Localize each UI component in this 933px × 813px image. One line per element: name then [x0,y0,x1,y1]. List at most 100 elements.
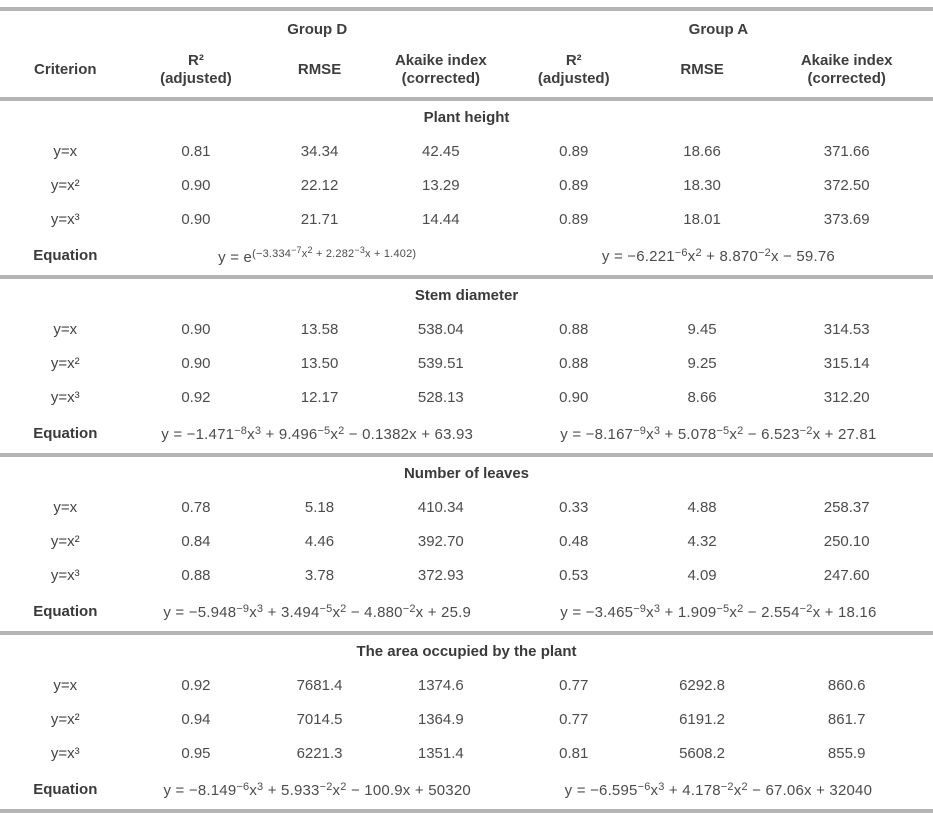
criterion-column-header: Criterion [34,61,97,78]
akaike-sublabel: (corrected) [401,70,480,87]
section-title: Plant height [423,109,510,126]
equation-math: y = e(−3.334−7x2 + 2.282−3x + 1.402) [218,245,417,266]
value-cell-d: 0.78 [181,498,211,516]
value-cell-a: 0.53 [559,566,589,584]
group-d-akaike-header: Akaike index (corrected) [378,43,504,99]
value-cell-a: 0.81 [559,744,589,762]
value-cell-d: 0.90 [181,176,211,194]
value-cell-d: 0.94 [181,710,211,728]
value-cell-a: 8.66 [687,388,717,406]
criterion-cell: y=x² [50,532,80,550]
group-d-rmse-header: RMSE [261,43,378,99]
value-cell-a: 9.25 [687,354,717,372]
regression-criteria-table: Group D Group A Criterion R² (adjusted) … [0,7,933,813]
data-row: y=x 0.78 5.18 410.34 0.33 4.88 258.37 [0,490,933,524]
value-cell-a: 372.50 [823,176,870,194]
value-cell-d: 13.29 [422,176,460,194]
data-row: y=x 0.90 13.58 538.04 0.88 9.45 314.53 [0,312,933,346]
value-cell-d: 14.44 [422,210,460,228]
group-d-r2-header: R² (adjusted) [131,43,262,99]
criterion-cell: y=x [53,320,78,338]
value-cell-d: 410.34 [417,498,464,516]
rmse-label: RMSE [680,61,724,78]
equation-label: Equation [33,603,98,620]
data-row: y=x 0.81 34.34 42.45 0.89 18.66 371.66 [0,134,933,168]
section-title-row: Plant height [0,99,933,134]
value-cell-a: 258.37 [823,498,870,516]
group-a-rmse-header: RMSE [644,43,761,99]
value-cell-d: 392.70 [417,532,464,550]
criterion-cell: y=x [53,142,78,160]
column-header-row: Criterion R² (adjusted) RMSE Akaike inde… [0,43,933,99]
akaike-label: Akaike index [800,52,893,69]
criterion-cell: y=x² [50,176,80,194]
value-cell-a: 247.60 [823,566,870,584]
equation-row: Equation y = e(−3.334−7x2 + 2.282−3x + 1.… [0,236,933,277]
value-cell-a: 4.32 [687,532,717,550]
table-header: Group D Group A Criterion R² (adjusted) … [0,9,933,99]
section-title-row: Number of leaves [0,455,933,490]
value-cell-d: 7014.5 [296,710,343,728]
data-row: y=x³ 0.95 6221.3 1351.4 0.81 5608.2 855.9 [0,736,933,770]
value-cell-d: 13.58 [300,320,339,338]
value-cell-a: 0.77 [559,710,589,728]
equation-math: y = −1.471−8x3 + 9.496−5x2 − 0.1382x + 6… [161,424,474,443]
value-cell-a: 855.9 [827,744,866,762]
value-cell-a: 6191.2 [679,710,725,728]
value-cell-a: 0.89 [559,176,589,194]
criterion-cell: y=x³ [50,388,80,406]
value-cell-d: 34.34 [300,142,339,160]
value-cell-a: 0.89 [559,210,589,228]
data-row: y=x² 0.94 7014.5 1364.9 0.77 6191.2 861.7 [0,702,933,736]
data-row: y=x³ 0.90 21.71 14.44 0.89 18.01 373.69 [0,202,933,236]
criterion-cell: y=x [53,498,78,516]
value-cell-d: 6221.3 [296,744,343,762]
r2-sublabel: (adjusted) [160,70,232,87]
value-cell-a: 860.6 [827,676,866,694]
equation-math: y = −5.948−9x3 + 3.494−5x2 − 4.880−2x + … [163,602,472,621]
value-cell-d: 7681.4 [296,676,343,694]
section-the-area-occupied-by-the-plant: The area occupied by the plant y=x 0.92 768… [0,633,933,811]
group-header-row: Group D Group A [0,9,933,43]
value-cell-d: 372.93 [417,566,464,584]
value-cell-d: 0.92 [181,388,211,406]
value-cell-a: 4.88 [687,498,717,516]
value-cell-a: 371.66 [823,142,870,160]
value-cell-d: 1351.4 [417,744,464,762]
value-cell-a: 0.48 [559,532,589,550]
criterion-cell: y=x² [50,710,80,728]
equation-label: Equation [33,247,98,264]
value-cell-d: 0.90 [181,354,211,372]
criterion-cell: y=x² [50,354,80,372]
data-row: y=x³ 0.88 3.78 372.93 0.53 4.09 247.60 [0,558,933,592]
rmse-label: RMSE [297,61,342,78]
value-cell-d: 5.18 [304,498,335,516]
equation-cell-group-d: y = −1.471−8x3 + 9.496−5x2 − 0.1382x + 6… [131,414,504,455]
equation-label: Equation [33,781,98,798]
value-cell-a: 250.10 [823,532,870,550]
equation-cell-group-d: y = −8.149−6x3 + 5.933−2x2 − 100.9x + 50… [131,770,504,811]
value-cell-d: 0.90 [181,320,211,338]
section-stem-diameter: Stem diameter y=x 0.90 13.58 538.04 0.88 9.45 3… [0,277,933,455]
section-title: Stem diameter [414,287,519,304]
value-cell-d: 539.51 [417,354,464,372]
value-cell-d: 0.90 [181,210,211,228]
criterion-cell: y=x [53,676,78,694]
value-cell-a: 18.30 [683,176,721,194]
section-title: The area occupied by the plant [356,643,577,660]
value-cell-a: 0.90 [559,388,589,406]
value-cell-d: 21.71 [300,210,339,228]
equation-math: y = −8.167−9x3 + 5.078−5x2 − 6.523−2x + … [560,424,877,443]
section-title-row: Stem diameter [0,277,933,312]
equation-cell-group-a: y = −8.167−9x3 + 5.078−5x2 − 6.523−2x + … [504,414,933,455]
value-cell-a: 861.7 [827,710,866,728]
data-row: y=x³ 0.92 12.17 528.13 0.90 8.66 312.20 [0,380,933,414]
equation-math: y = −3.465−9x3 + 1.909−5x2 − 2.554−2x + … [560,602,877,621]
equation-math: y = −6.595−6x3 + 4.178−2x2 − 67.06x + 32… [564,780,873,799]
value-cell-d: 42.45 [422,142,460,160]
equation-row: Equation y = −5.948−9x3 + 3.494−5x2 − 4.8… [0,592,933,633]
value-cell-d: 1364.9 [417,710,464,728]
equation-cell-group-a: y = −6.221−6x2 + 8.870−2x − 59.76 [504,236,933,277]
equation-row: Equation y = −1.471−8x3 + 9.496−5x2 − 0.1… [0,414,933,455]
equation-cell-group-a: y = −6.595−6x3 + 4.178−2x2 − 67.06x + 32… [504,770,933,811]
